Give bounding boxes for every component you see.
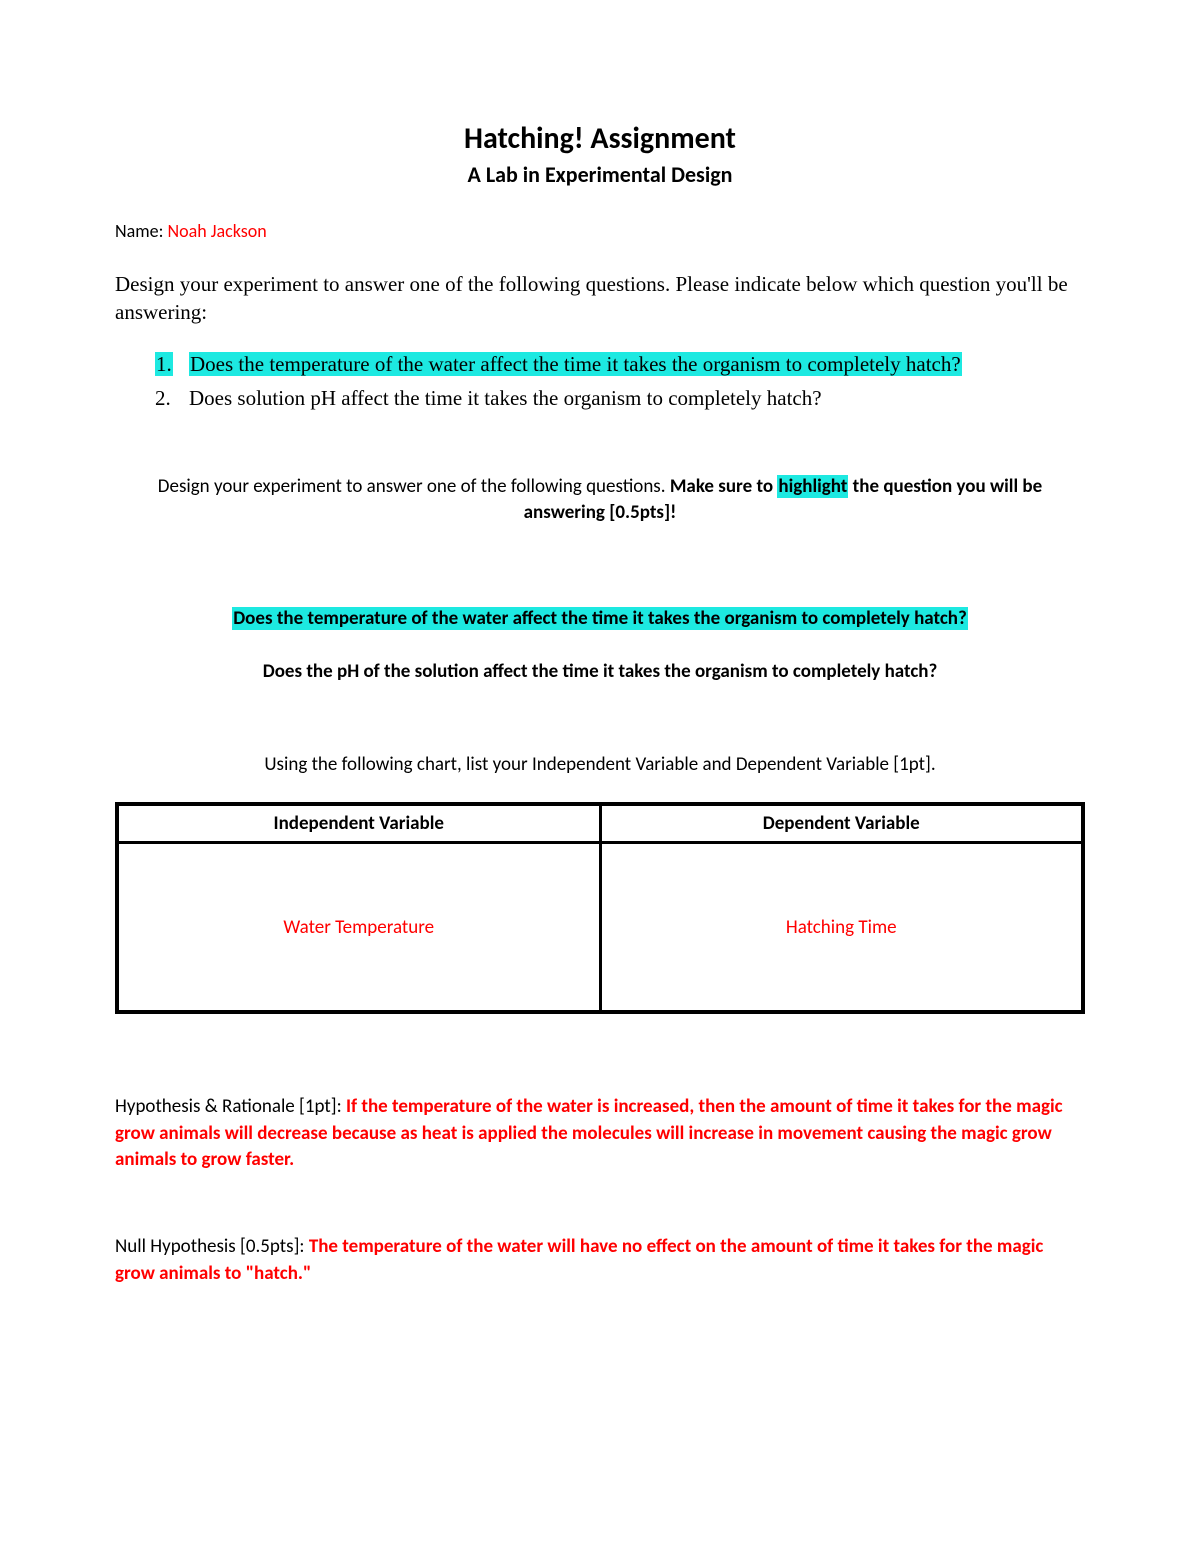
instruction-part2: Make sure to	[670, 475, 778, 498]
header-dependent: Dependent Variable	[600, 804, 1083, 843]
selected-question-text: Does the temperature of the water affect…	[232, 607, 968, 630]
header-independent: Independent Variable	[117, 804, 600, 843]
name-line: Name: Noah Jackson	[115, 220, 1085, 242]
hypothesis-section: Hypothesis & Rationale [1pt]: If the tem…	[115, 1094, 1085, 1174]
instruction-part1: Design your experiment to answer one of …	[158, 475, 670, 498]
instruction-highlight: highlight	[777, 475, 848, 498]
chart-instruction: Using the following chart, list your Ind…	[115, 753, 1085, 776]
cell-dependent: Hatching Time	[600, 842, 1083, 1012]
page-title: Hatching! Assignment	[115, 120, 1085, 157]
table-row: Water Temperature Hatching Time	[117, 842, 1083, 1012]
q2-text: Does solution pH affect the time it take…	[189, 383, 1085, 413]
table-header-row: Independent Variable Dependent Variable	[117, 804, 1083, 843]
name-value: Noah Jackson	[167, 220, 266, 242]
null-label: Null Hypothesis [0.5pts]:	[115, 1235, 309, 1258]
intro-text: Design your experiment to answer one of …	[115, 270, 1085, 327]
q1-number: 1.	[155, 352, 173, 376]
instruction-text: Design your experiment to answer one of …	[115, 474, 1085, 527]
variable-table: Independent Variable Dependent Variable …	[115, 802, 1085, 1015]
document-page: Hatching! Assignment A Lab in Experiment…	[0, 0, 1200, 1407]
hypothesis-label: Hypothesis & Rationale [1pt]:	[115, 1095, 346, 1118]
q1-text: Does the temperature of the water affect…	[189, 352, 962, 376]
null-hypothesis-section: Null Hypothesis [0.5pts]: The temperatur…	[115, 1234, 1085, 1287]
question-2: 2. Does solution pH affect the time it t…	[155, 383, 1085, 413]
selected-question: Does the temperature of the water affect…	[115, 607, 1085, 630]
cell-independent: Water Temperature	[117, 842, 600, 1012]
question-list: 1. Does the temperature of the water aff…	[155, 349, 1085, 414]
alternate-question: Does the pH of the solution affect the t…	[115, 660, 1085, 683]
page-subtitle: A Lab in Experimental Design	[115, 161, 1085, 188]
name-label: Name:	[115, 220, 163, 242]
question-1: 1. Does the temperature of the water aff…	[155, 349, 1085, 379]
q2-number: 2.	[155, 383, 189, 413]
